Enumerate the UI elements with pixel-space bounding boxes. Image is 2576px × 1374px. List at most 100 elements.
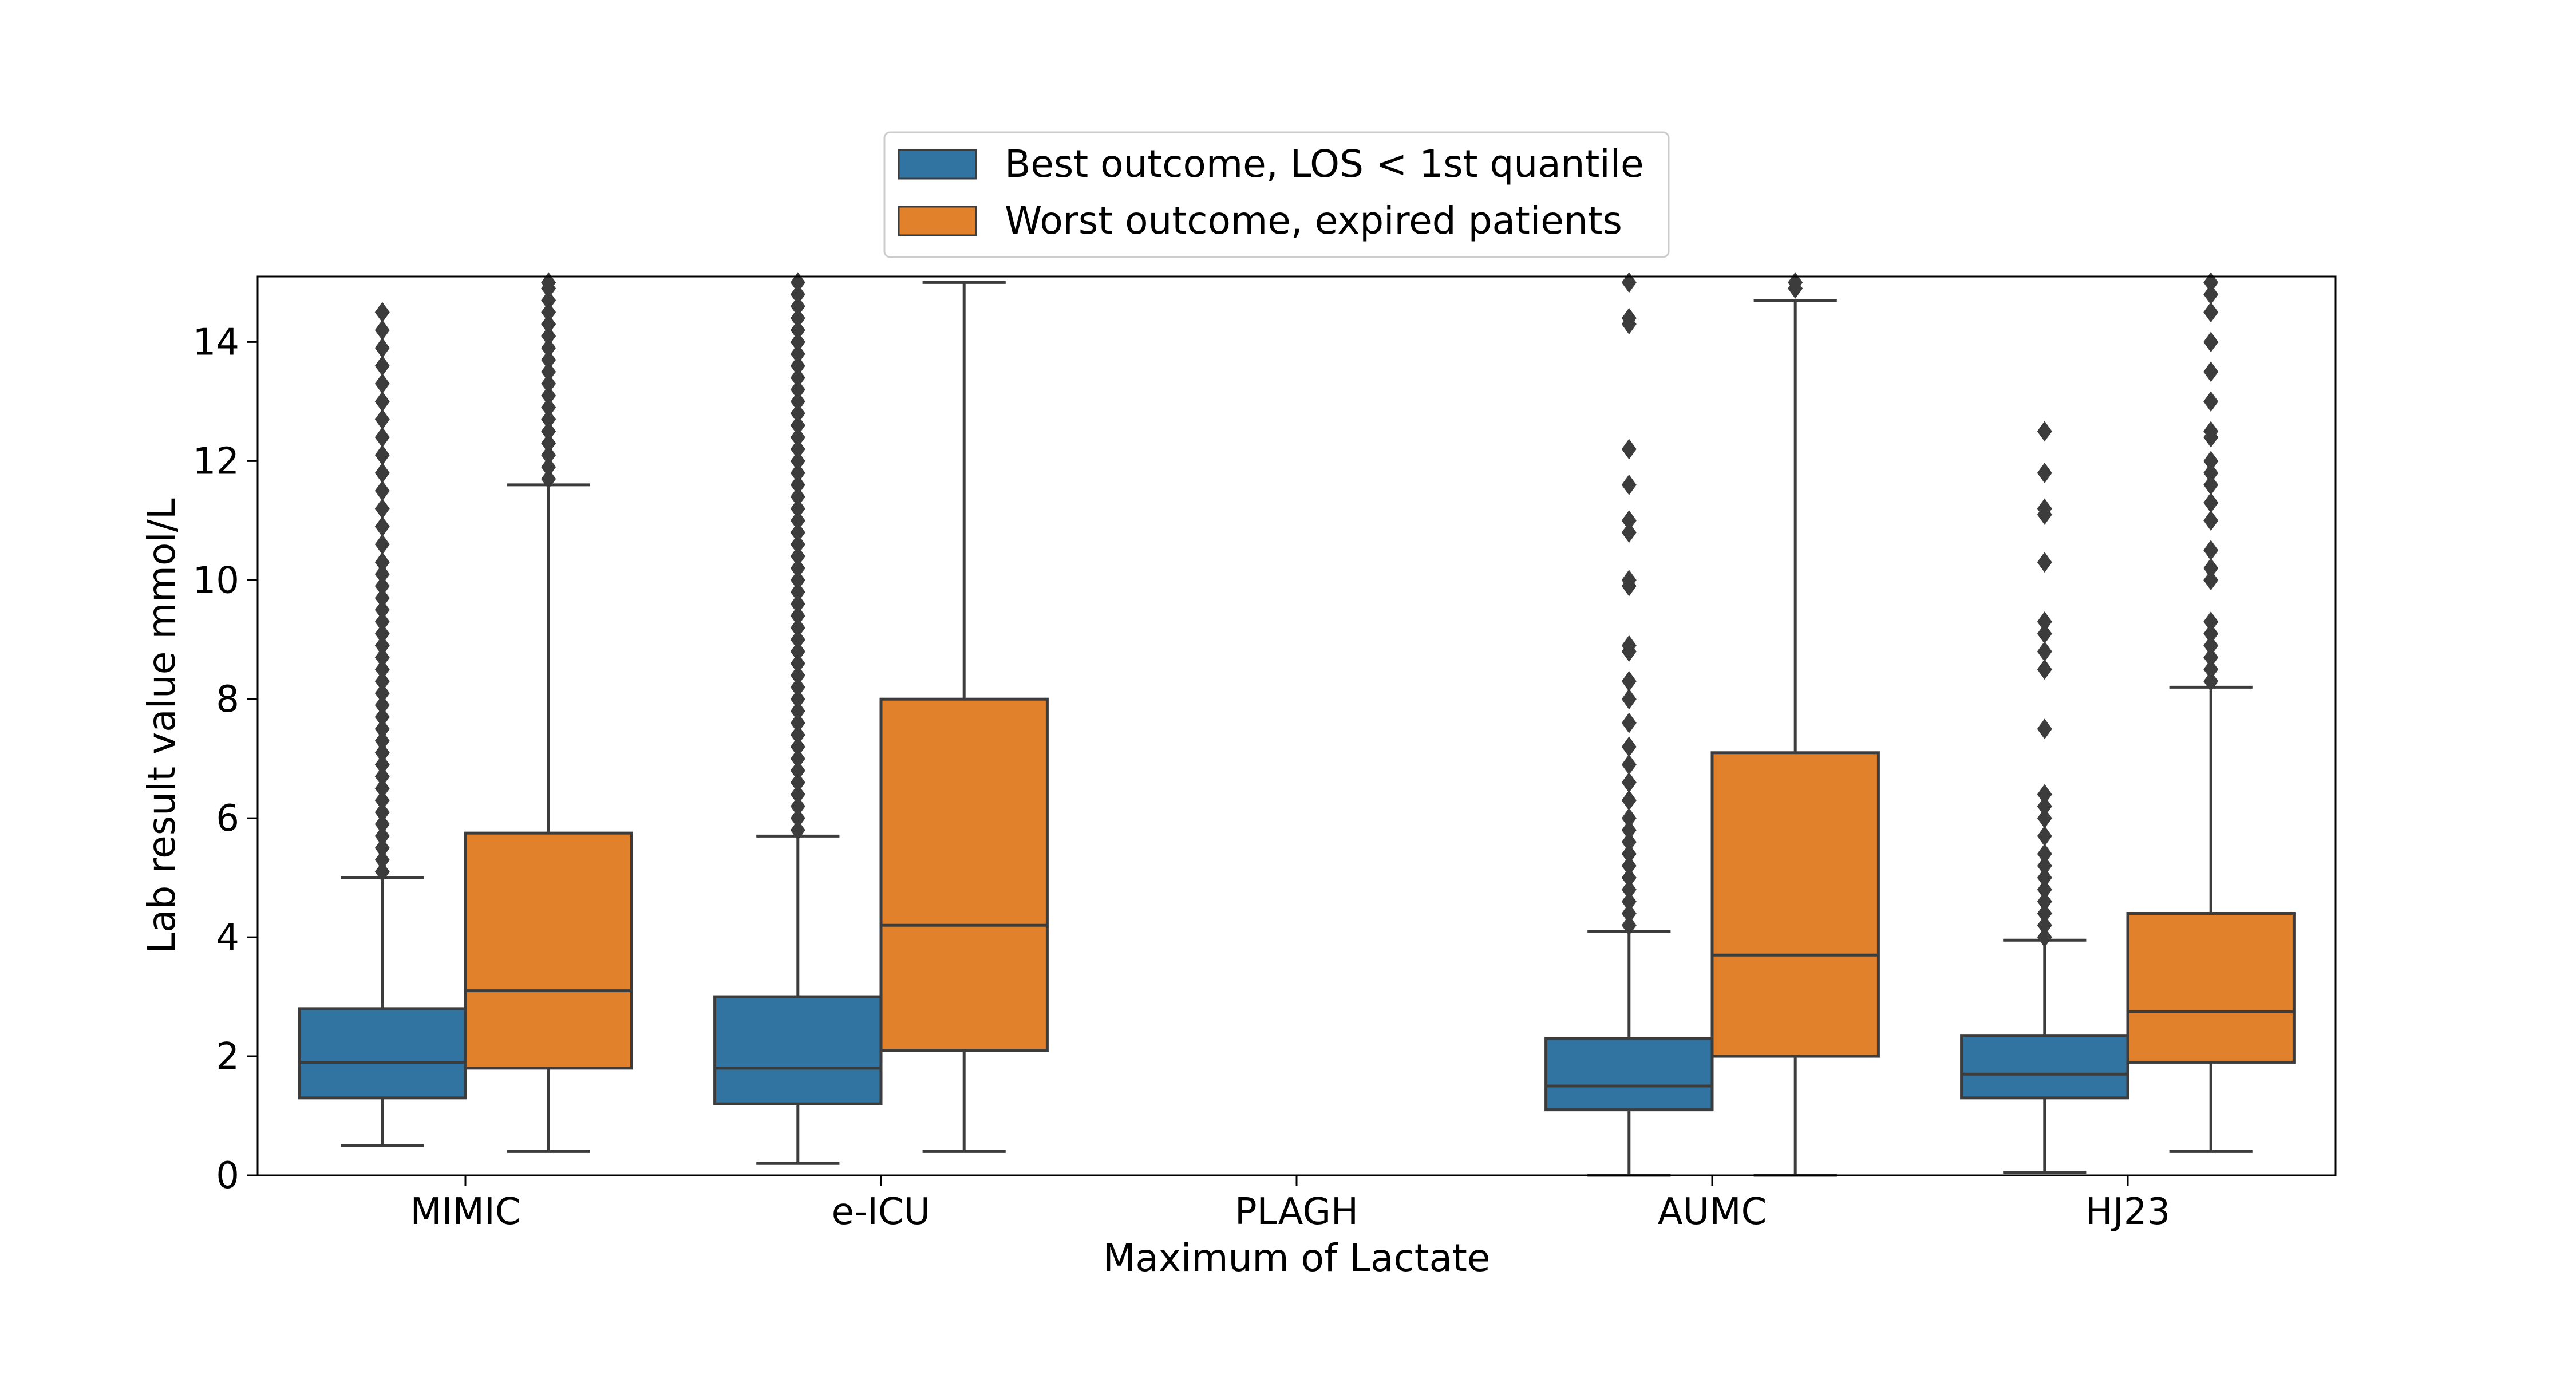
outlier-point — [790, 808, 805, 829]
outlier-point — [2203, 451, 2219, 472]
outlier-point — [790, 558, 805, 579]
outlier-point — [541, 290, 556, 311]
outlier-point — [790, 605, 805, 626]
y-tick-label: 0 — [216, 1155, 239, 1197]
outlier-point — [374, 463, 390, 484]
outlier-point — [541, 444, 556, 465]
x-tick-label: PLAGH — [1235, 1191, 1358, 1233]
box-HJ23-worst — [2126, 272, 2296, 1153]
outlier-point — [2037, 927, 2052, 948]
legend-frame — [883, 131, 1670, 258]
outlier-point — [2037, 855, 2052, 876]
outlier-point — [2037, 718, 2052, 740]
outlier-point — [1621, 522, 1637, 543]
outlier-point — [2037, 498, 2052, 519]
legend-label-best: Best outcome, LOS < 1st quantile — [1005, 142, 1644, 186]
outlier-point — [374, 427, 390, 448]
x-tick-label: e-ICU — [832, 1191, 931, 1233]
outlier-point — [790, 819, 805, 840]
outlier-point — [374, 337, 390, 358]
axes-frame — [256, 275, 2337, 1176]
outlier-point — [541, 468, 556, 489]
outlier-point — [374, 802, 390, 823]
outlier-point — [2203, 635, 2219, 656]
iqr-box — [879, 697, 1049, 1052]
iqr-box — [1960, 1034, 2129, 1100]
outlier-point — [2203, 474, 2219, 495]
outlier-point — [790, 641, 805, 662]
box-e-ICU-worst — [879, 281, 1049, 1153]
outlier-point — [374, 635, 390, 656]
legend-label-worst: Worst outcome, expired patients — [1005, 199, 1622, 243]
outlier-point — [374, 671, 390, 692]
outlier-point — [1621, 439, 1637, 460]
outlier-point — [2203, 492, 2219, 514]
outlier-point — [790, 355, 805, 376]
outlier-point — [790, 272, 805, 293]
outlier-point — [374, 838, 390, 859]
outlier-point — [790, 379, 805, 400]
outlier-point — [1621, 867, 1637, 889]
outlier-point — [790, 593, 805, 614]
outlier-point — [790, 403, 805, 424]
outlier-point — [790, 736, 805, 757]
y-axis-title: Lab result value mmol/L — [140, 498, 184, 954]
y-tick-label: 6 — [216, 797, 239, 840]
outlier-point — [374, 861, 390, 882]
outlier-point — [2037, 879, 2052, 900]
y-tick-label: 2 — [216, 1036, 239, 1078]
outlier-point — [541, 373, 556, 394]
outlier-point — [541, 337, 556, 358]
outlier-point — [790, 284, 805, 305]
outlier-point — [790, 510, 805, 531]
outlier-point — [374, 682, 390, 704]
outlier-point — [374, 516, 390, 537]
outlier-point — [541, 349, 556, 370]
iqr-box — [1710, 751, 1880, 1058]
outlier-point — [1621, 843, 1637, 864]
outlier-point — [2037, 843, 2052, 864]
outlier-point — [2037, 915, 2052, 936]
outlier-point — [2203, 540, 2219, 561]
outlier-point — [2203, 671, 2219, 692]
x-axis-title: Maximum of Lactate — [1103, 1236, 1490, 1280]
outlier-point — [374, 694, 390, 716]
outlier-point — [2037, 867, 2052, 889]
outlier-point — [790, 617, 805, 638]
outlier-point — [1621, 570, 1637, 591]
outlier-point — [374, 706, 390, 728]
outlier-point — [374, 814, 390, 835]
outlier-point — [790, 546, 805, 567]
outlier-point — [541, 421, 556, 442]
outlier-point — [541, 302, 556, 323]
outlier-point — [2037, 623, 2052, 644]
y-tick-label: 10 — [193, 559, 239, 602]
outlier-point — [374, 587, 390, 609]
outlier-point — [2037, 611, 2052, 633]
iqr-box — [464, 831, 633, 1070]
x-axis: MIMIC e-ICU PLAGH AUMC HJ23 — [410, 1175, 2170, 1233]
outlier-point — [790, 486, 805, 507]
outlier-point — [1621, 510, 1637, 531]
outlier-point — [374, 552, 390, 573]
outlier-point — [374, 302, 390, 323]
outlier-point — [790, 391, 805, 412]
outlier-point — [1621, 772, 1637, 793]
outlier-point — [1621, 891, 1637, 912]
outlier-point — [790, 712, 805, 733]
outlier-point — [374, 718, 390, 740]
iqr-box — [298, 1007, 467, 1100]
outlier-point — [790, 534, 805, 555]
outlier-point — [2203, 647, 2219, 668]
legend-swatch-worst — [898, 206, 977, 236]
x-tick-label: AUMC — [1658, 1191, 1767, 1233]
box-e-ICU-best — [713, 272, 883, 1165]
outlier-point — [790, 760, 805, 781]
outlier-point — [374, 563, 390, 585]
outlier-point — [1621, 879, 1637, 900]
outlier-point — [374, 599, 390, 621]
legend: Best outcome, LOS < 1st quantile Worst o… — [883, 131, 1670, 258]
outlier-point — [374, 355, 390, 376]
outlier-point — [2037, 421, 2052, 442]
outlier-point — [1621, 754, 1637, 775]
